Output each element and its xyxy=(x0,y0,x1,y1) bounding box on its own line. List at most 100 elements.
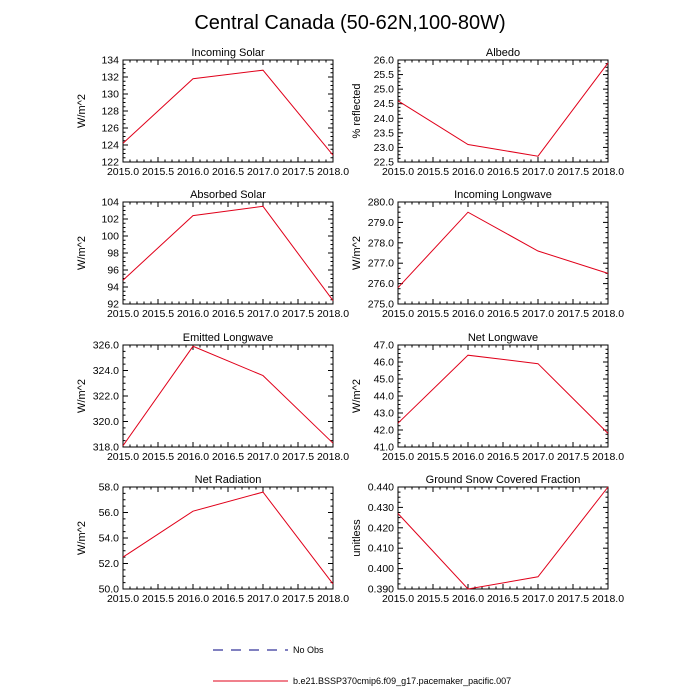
y-axis-label: W/m^2 xyxy=(76,236,88,270)
x-tick-label: 2016.5 xyxy=(487,593,519,605)
y-axis-label: W/m^2 xyxy=(76,379,88,413)
legend-label-model: b.e21.BSSP370cmip6.f09_g17.pacemaker_pac… xyxy=(293,676,511,686)
y-tick-label: 326.0 xyxy=(93,340,119,352)
y-tick-label: 0.400 xyxy=(368,563,394,575)
y-tick-label: 276.0 xyxy=(368,278,394,290)
y-tick-label: 100 xyxy=(101,231,119,243)
x-tick-label: 2015.5 xyxy=(142,451,174,463)
y-tick-label: 324.0 xyxy=(93,365,119,377)
plot-frame xyxy=(122,486,334,590)
series-line xyxy=(122,345,334,446)
y-tick-label: 0.410 xyxy=(368,543,394,555)
x-tick-label: 2017.0 xyxy=(522,593,554,605)
x-tick-label: 2018.0 xyxy=(592,166,624,178)
x-tick-label: 2015.0 xyxy=(107,308,139,320)
x-tick-label: 2016.5 xyxy=(487,451,519,463)
y-tick-label: 98 xyxy=(107,248,119,260)
series-line xyxy=(397,211,609,289)
x-tick-label: 2016.0 xyxy=(177,308,209,320)
x-tick-label: 2016.5 xyxy=(212,451,244,463)
x-tick-label: 2016.5 xyxy=(487,308,519,320)
legend-label-no-obs: No Obs xyxy=(293,645,324,655)
x-tick-label: 2016.0 xyxy=(177,593,209,605)
series-line xyxy=(397,486,609,590)
y-axis-label: unitless xyxy=(351,519,363,557)
panel-title: Ground Snow Covered Fraction xyxy=(426,474,581,486)
x-tick-label: 2015.5 xyxy=(417,593,449,605)
y-tick-label: 46.0 xyxy=(374,357,395,369)
plot-frame xyxy=(122,344,334,448)
y-tick-label: 54.0 xyxy=(99,533,120,545)
plot-frame xyxy=(122,201,334,305)
x-tick-label: 2018.0 xyxy=(592,593,624,605)
y-tick-label: 278.0 xyxy=(368,237,394,249)
panel-title: Incoming Solar xyxy=(191,47,265,59)
y-tick-label: 25.5 xyxy=(374,69,395,81)
x-tick-label: 2018.0 xyxy=(592,308,624,320)
y-tick-label: 58.0 xyxy=(99,482,120,494)
panel-title: Absorbed Solar xyxy=(190,189,266,201)
y-tick-label: 122 xyxy=(101,157,119,169)
x-tick-label: 2017.5 xyxy=(557,166,589,178)
x-tick-label: 2015.0 xyxy=(107,166,139,178)
x-tick-label: 2016.0 xyxy=(452,166,484,178)
panel-title: Net Longwave xyxy=(468,332,538,344)
x-tick-label: 2018.0 xyxy=(317,593,349,605)
y-tick-label: 318.0 xyxy=(93,442,119,454)
x-tick-label: 2016.0 xyxy=(177,451,209,463)
y-tick-label: 41.0 xyxy=(374,442,395,454)
series-line xyxy=(122,69,334,156)
y-tick-label: 0.390 xyxy=(368,584,394,596)
x-tick-label: 2015.5 xyxy=(417,451,449,463)
y-tick-label: 279.0 xyxy=(368,217,394,229)
x-tick-label: 2018.0 xyxy=(317,166,349,178)
x-tick-label: 2015.5 xyxy=(142,593,174,605)
y-tick-label: 44.0 xyxy=(374,391,395,403)
y-tick-label: 52.0 xyxy=(99,558,120,570)
x-tick-label: 2017.0 xyxy=(247,593,279,605)
y-tick-label: 47.0 xyxy=(374,340,395,352)
series-line xyxy=(397,354,609,434)
y-tick-label: 102 xyxy=(101,214,119,226)
x-tick-label: 2017.5 xyxy=(282,593,314,605)
y-tick-label: 23.0 xyxy=(374,142,395,154)
x-tick-label: 2016.5 xyxy=(212,593,244,605)
y-axis-label: W/m^2 xyxy=(351,379,363,413)
x-tick-label: 2015.5 xyxy=(142,166,174,178)
y-tick-label: 92 xyxy=(107,299,119,311)
x-tick-label: 2017.0 xyxy=(247,451,279,463)
x-tick-label: 2015.0 xyxy=(382,593,414,605)
y-tick-label: 24.0 xyxy=(374,113,395,125)
x-tick-label: 2015.5 xyxy=(142,308,174,320)
y-tick-label: 277.0 xyxy=(368,258,394,270)
x-tick-label: 2018.0 xyxy=(592,451,624,463)
plot-frame xyxy=(397,344,609,448)
panel-albedo: Albedo % reflected 2015.0 2015.5 2016.0 2016.… xyxy=(351,47,624,178)
x-tick-label: 2017.5 xyxy=(282,308,314,320)
panel-ground-snow-covered-fraction: Ground Snow Covered Fraction unitless 2015… xyxy=(351,474,624,605)
x-tick-label: 2017.5 xyxy=(282,166,314,178)
y-tick-label: 134 xyxy=(101,55,119,67)
y-tick-label: 50.0 xyxy=(99,584,120,596)
x-tick-label: 2015.0 xyxy=(382,166,414,178)
plot-frame xyxy=(122,59,334,163)
y-tick-label: 0.430 xyxy=(368,502,394,514)
x-tick-label: 2017.5 xyxy=(557,593,589,605)
x-tick-label: 2017.0 xyxy=(522,308,554,320)
x-tick-label: 2018.0 xyxy=(317,451,349,463)
x-tick-label: 2017.0 xyxy=(247,166,279,178)
x-tick-label: 2016.5 xyxy=(212,166,244,178)
y-tick-label: 42.0 xyxy=(374,425,395,437)
y-tick-label: 280.0 xyxy=(368,197,394,209)
y-tick-label: 24.5 xyxy=(374,98,395,110)
x-tick-label: 2017.5 xyxy=(557,308,589,320)
y-tick-label: 126 xyxy=(101,123,119,135)
y-tick-label: 25.0 xyxy=(374,84,395,96)
panel-title: Incoming Longwave xyxy=(454,189,552,201)
y-tick-label: 0.420 xyxy=(368,522,394,534)
series-line xyxy=(122,491,334,585)
y-axis-label: W/m^2 xyxy=(351,236,363,270)
